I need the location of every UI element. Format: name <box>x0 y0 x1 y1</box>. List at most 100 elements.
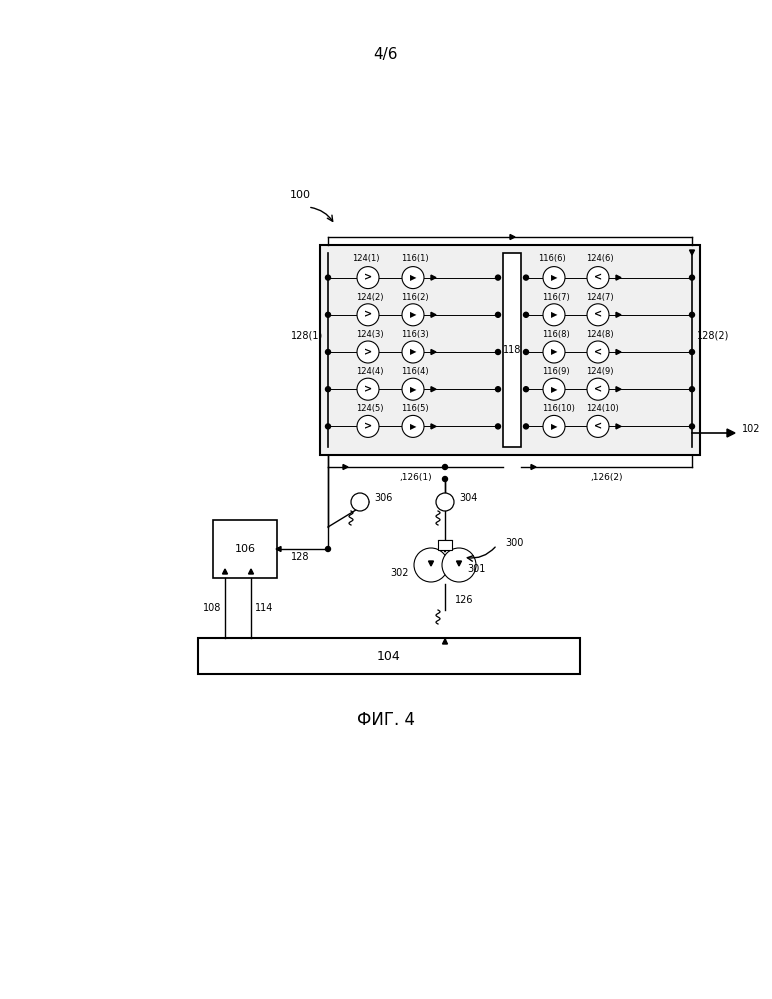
Text: 116(9): 116(9) <box>542 368 570 377</box>
Circle shape <box>689 350 695 355</box>
Text: 116(1): 116(1) <box>401 254 428 263</box>
Circle shape <box>543 379 565 401</box>
Circle shape <box>442 477 448 482</box>
Text: ▶: ▶ <box>410 273 416 282</box>
Text: 116(3): 116(3) <box>401 330 428 339</box>
Circle shape <box>357 379 379 401</box>
Circle shape <box>402 341 424 363</box>
Text: 116(8): 116(8) <box>542 330 570 339</box>
Circle shape <box>442 465 448 470</box>
Circle shape <box>587 416 609 438</box>
Text: ,126(1): ,126(1) <box>399 473 432 482</box>
Circle shape <box>543 341 565 363</box>
Circle shape <box>326 313 330 318</box>
Text: ▶: ▶ <box>410 385 416 394</box>
Text: 116(7): 116(7) <box>542 293 570 302</box>
Circle shape <box>402 267 424 289</box>
Text: 116(4): 116(4) <box>401 368 428 377</box>
Circle shape <box>496 313 500 318</box>
Text: ▶: ▶ <box>550 385 557 394</box>
Polygon shape <box>616 350 621 355</box>
Text: ▶: ▶ <box>550 273 557 282</box>
Text: <: < <box>594 310 602 320</box>
Text: 100: 100 <box>290 190 311 200</box>
Circle shape <box>543 304 565 326</box>
Text: 124(4): 124(4) <box>356 368 384 377</box>
Text: ФИГ. 4: ФИГ. 4 <box>357 711 415 729</box>
Circle shape <box>496 275 500 280</box>
Polygon shape <box>616 387 621 392</box>
Circle shape <box>402 379 424 401</box>
Circle shape <box>357 416 379 438</box>
Polygon shape <box>431 275 436 280</box>
Bar <box>198 638 580 674</box>
Circle shape <box>326 387 330 392</box>
Polygon shape <box>616 313 621 318</box>
Circle shape <box>496 350 500 355</box>
Text: 124(6): 124(6) <box>586 254 614 263</box>
Text: ▶: ▶ <box>410 311 416 320</box>
Circle shape <box>689 313 695 318</box>
Text: 300: 300 <box>505 538 523 548</box>
Circle shape <box>523 313 529 318</box>
Text: 124(2): 124(2) <box>356 293 384 302</box>
Polygon shape <box>249 569 253 574</box>
Text: 302: 302 <box>391 568 409 578</box>
Circle shape <box>357 304 379 326</box>
Text: >: > <box>364 422 372 432</box>
Text: 114: 114 <box>255 603 273 613</box>
Polygon shape <box>510 235 515 240</box>
Text: 128(1): 128(1) <box>291 330 323 340</box>
Polygon shape <box>431 350 436 355</box>
Text: 102: 102 <box>742 424 760 434</box>
Circle shape <box>523 350 529 355</box>
Text: ▶: ▶ <box>410 348 416 357</box>
Text: ▶: ▶ <box>550 422 557 431</box>
Circle shape <box>523 387 529 392</box>
Text: 124(1): 124(1) <box>352 254 380 263</box>
Circle shape <box>587 341 609 363</box>
Text: ▶: ▶ <box>550 348 557 357</box>
Circle shape <box>402 416 424 438</box>
Polygon shape <box>431 387 436 392</box>
Circle shape <box>523 275 529 280</box>
Text: 116(5): 116(5) <box>401 405 428 414</box>
Text: 301: 301 <box>467 564 486 574</box>
Text: <: < <box>594 385 602 395</box>
Polygon shape <box>431 424 436 429</box>
Circle shape <box>543 267 565 289</box>
Text: <: < <box>594 347 602 357</box>
Circle shape <box>402 304 424 326</box>
Bar <box>438 540 452 550</box>
Text: <: < <box>594 273 602 283</box>
Text: 108: 108 <box>202 603 221 613</box>
Text: 128(2): 128(2) <box>697 330 730 340</box>
Text: 104: 104 <box>378 649 401 662</box>
Circle shape <box>587 379 609 401</box>
Circle shape <box>496 424 500 429</box>
Text: 116(6): 116(6) <box>538 254 566 263</box>
Polygon shape <box>456 561 462 566</box>
Text: 4/6: 4/6 <box>374 48 398 63</box>
Circle shape <box>326 275 330 280</box>
Text: ▶: ▶ <box>550 311 557 320</box>
Bar <box>503 253 521 447</box>
Polygon shape <box>222 569 228 574</box>
Text: >: > <box>364 310 372 320</box>
Text: >: > <box>364 385 372 395</box>
Circle shape <box>543 416 565 438</box>
Circle shape <box>587 304 609 326</box>
Polygon shape <box>343 465 348 470</box>
Polygon shape <box>689 250 695 255</box>
Polygon shape <box>442 639 448 644</box>
Text: >: > <box>364 273 372 283</box>
Polygon shape <box>616 275 621 280</box>
Bar <box>320 245 700 455</box>
Text: >: > <box>364 347 372 357</box>
Text: 124(3): 124(3) <box>356 330 384 339</box>
Text: 306: 306 <box>374 493 392 503</box>
Circle shape <box>326 546 330 551</box>
Text: <: < <box>594 422 602 432</box>
Polygon shape <box>431 313 436 318</box>
Text: 116(10): 116(10) <box>542 405 575 414</box>
